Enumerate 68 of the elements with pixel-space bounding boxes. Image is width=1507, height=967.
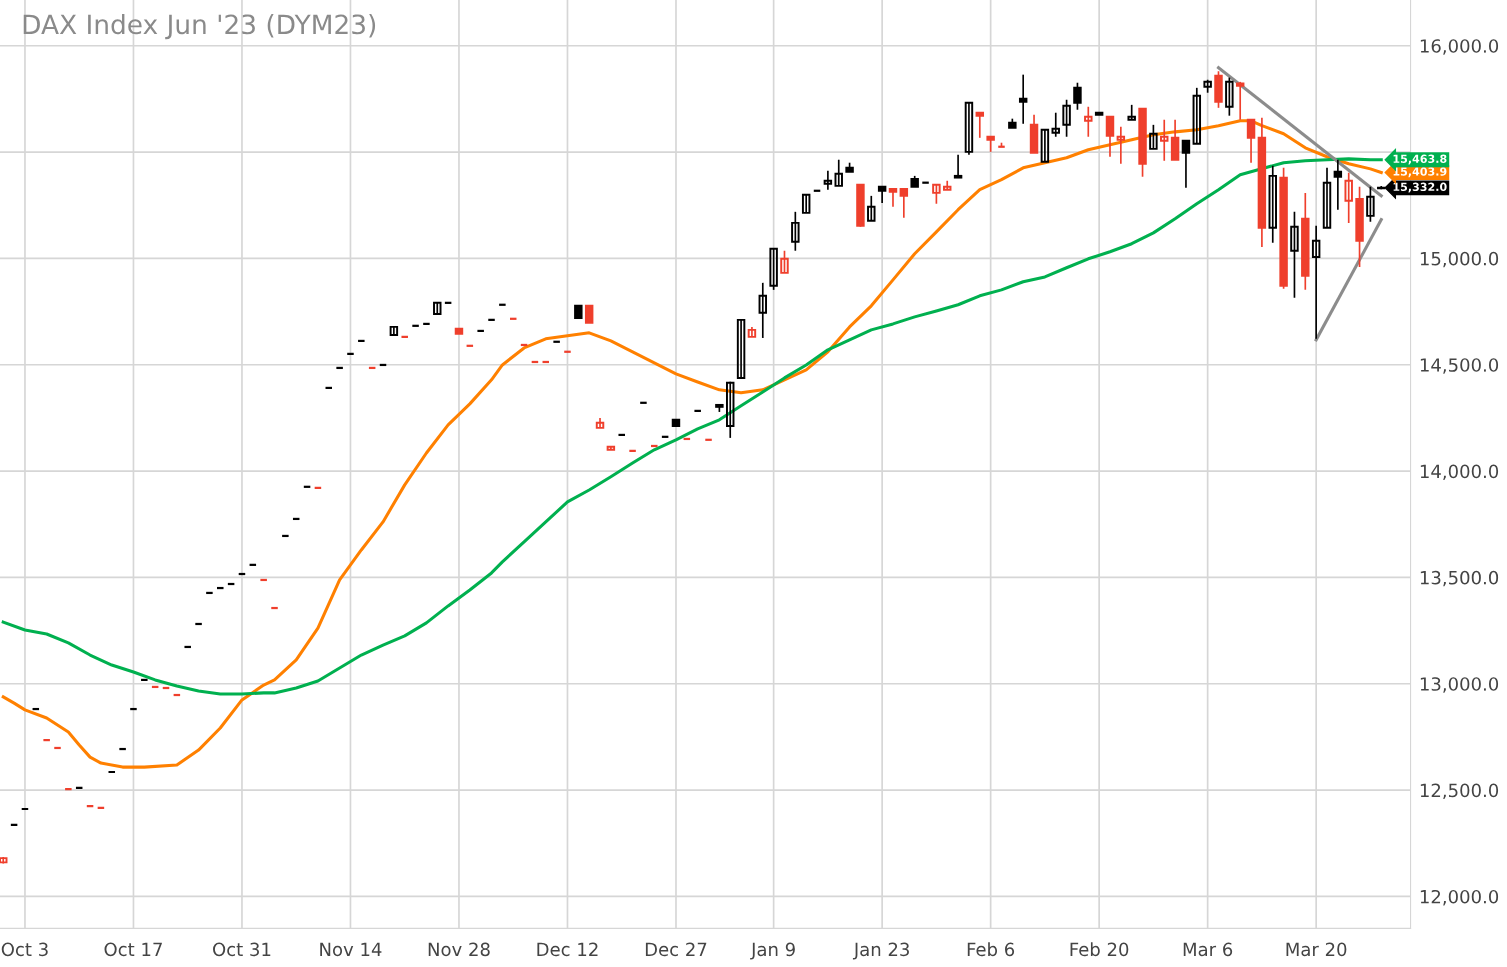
candlestick (1040, 128, 1050, 163)
candlestick (932, 183, 941, 205)
candlestick (758, 282, 768, 339)
candlestick (964, 101, 974, 156)
x-tick-label: Dec 27 (645, 942, 707, 957)
text: DAX Index Jun '23 (DYM23) (23, 13, 376, 40)
x-tick-label: Feb 6 (967, 942, 1015, 957)
x-tick-label: Feb 20 (1070, 942, 1129, 957)
x-tick-label: Nov 14 (320, 942, 382, 957)
candlestick (1073, 81, 1082, 111)
y-tick-label: 14,500.0 (1420, 358, 1499, 374)
candlestick (1084, 105, 1093, 138)
candlestick (389, 325, 399, 336)
x-tick-label: Jan 9 (750, 942, 795, 960)
candlestick (1225, 76, 1234, 117)
candlestick (1290, 210, 1299, 299)
candlestick (1333, 158, 1343, 211)
candlestick (433, 301, 442, 315)
candlestick (726, 380, 735, 439)
candlestick (769, 247, 778, 291)
candlestick (867, 195, 876, 222)
candlestick (1268, 164, 1277, 244)
y-tick-label: 12,500.0 (1420, 783, 1499, 800)
candlestick (1160, 118, 1169, 162)
x-tick-label: Oct 3 (1, 942, 48, 957)
x-tick-label: Oct 31 (213, 942, 271, 957)
candlestick (823, 169, 833, 191)
x-tick-label: Mar 6 (1183, 942, 1233, 957)
line-series (1, 157, 1383, 696)
x-tick-label: Oct 17 (104, 942, 162, 957)
candlestick (899, 187, 909, 219)
candlestick (1018, 73, 1028, 125)
text: 15,332.0 (1393, 182, 1447, 193)
candlestick (1062, 98, 1071, 138)
y-tick-label: 13,000.0 (1420, 677, 1499, 693)
y-tick-label: 12,000.0 (1420, 889, 1499, 906)
y-tick-label: 16,000.0 (1420, 39, 1499, 55)
candlestick (1170, 118, 1180, 161)
candlestick (1322, 166, 1332, 229)
candlestick (736, 318, 746, 379)
x-tick-label: Nov 28 (428, 942, 490, 957)
candlestick (1246, 118, 1256, 164)
candlestick (801, 193, 811, 214)
y-tick-label: 14,000.0 (1420, 464, 1499, 481)
y-tick-label: 13,500.0 (1420, 570, 1499, 587)
x-tick-label: Jan 23 (852, 942, 909, 960)
candlestick (834, 158, 843, 187)
candlestick (1149, 124, 1158, 150)
candlestick (1366, 185, 1375, 223)
data-label: 15,463.8 (1393, 154, 1447, 165)
candlestick (780, 249, 789, 274)
candlestick (975, 111, 985, 139)
x-tick-label: Dec 12 (537, 942, 598, 957)
candlestick (953, 153, 963, 179)
candlestick (1105, 115, 1115, 158)
candlestick (1311, 225, 1321, 340)
y-tick-label: 15,000.0 (1420, 251, 1499, 268)
candlestick (1344, 171, 1353, 224)
candlestick (1235, 81, 1245, 121)
candlestick (1051, 111, 1060, 138)
x-tick-label: Mar 20 (1286, 942, 1347, 957)
data-label: 15,403.9 (1393, 167, 1447, 178)
candlestick (1116, 125, 1126, 165)
candlestick (888, 187, 898, 208)
candlestick (1127, 104, 1136, 121)
candlestick (1181, 139, 1191, 189)
candlestick (791, 210, 800, 252)
candlestick (1192, 86, 1202, 145)
